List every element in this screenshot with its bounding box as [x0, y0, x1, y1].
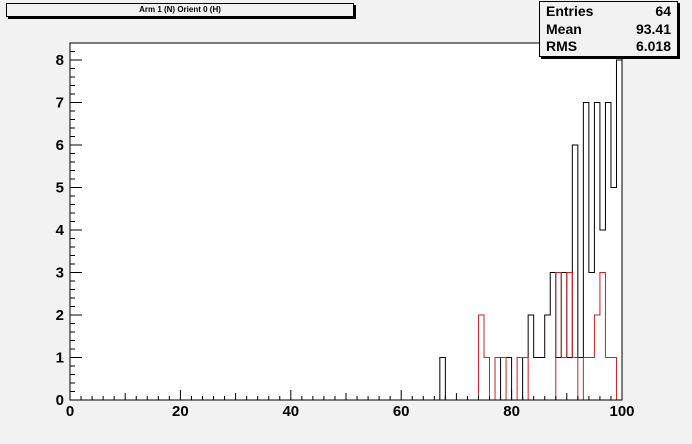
x-tick-label: 20 — [172, 403, 189, 420]
stat-label: Entries — [546, 3, 594, 19]
y-tick-label: 2 — [56, 307, 64, 324]
y-tick-label: 0 — [56, 392, 64, 409]
x-tick-label: 0 — [66, 403, 74, 420]
x-tick-label: 60 — [393, 403, 410, 420]
stat-row-rms: RMS 6.018 — [540, 37, 677, 55]
plot-frame — [69, 42, 623, 401]
stat-label: RMS — [546, 38, 578, 54]
axis-layer: 0 20 40 60 80 100 0 1 2 3 4 5 6 7 8 — [56, 42, 635, 420]
y-tick-label: 7 — [56, 95, 64, 112]
y-tick-label: 4 — [56, 222, 65, 239]
stat-row-entries: Entries 64 — [540, 2, 677, 20]
stats-box: Entries 64 Mean 93.41 RMS 6.018 — [539, 1, 678, 57]
stat-value: 64 — [655, 3, 671, 19]
chart-title: Arm 1 (N) Orient 0 (H) — [6, 3, 354, 17]
y-tick-label: 1 — [56, 350, 64, 367]
y-tick-label: 3 — [56, 265, 64, 282]
stat-label: Mean — [546, 20, 582, 37]
stat-value: 93.41 — [635, 20, 671, 37]
y-tick-label: 8 — [56, 52, 64, 69]
y-tick-label: 5 — [56, 180, 64, 197]
x-tick-label: 100 — [609, 403, 634, 420]
x-tick-label: 40 — [282, 403, 299, 420]
stat-value: 6.018 — [635, 38, 671, 54]
stat-row-mean: Mean 93.41 — [540, 20, 677, 38]
x-tick-label: 80 — [503, 403, 520, 420]
y-tick-label: 6 — [56, 137, 64, 154]
